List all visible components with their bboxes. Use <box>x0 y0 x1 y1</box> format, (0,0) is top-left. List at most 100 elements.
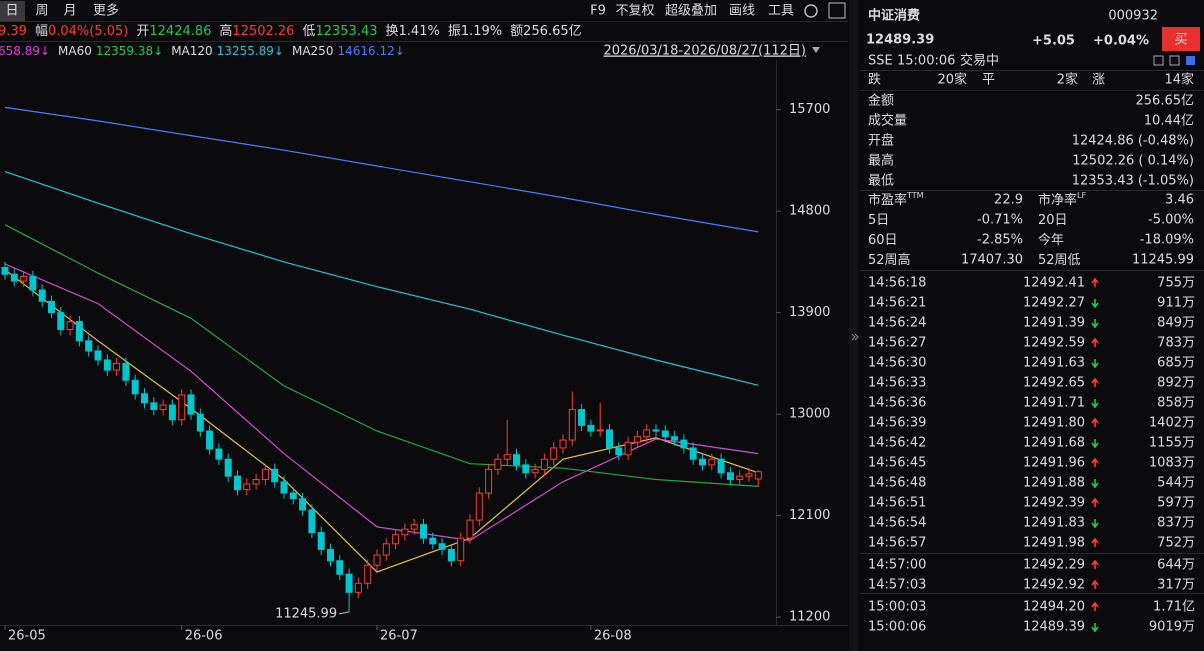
trade-arrow <box>1091 417 1099 427</box>
trade-time: 14:56:24 <box>868 316 926 331</box>
index-name: 中证消费 <box>868 8 920 24</box>
y-tick-label: 15700 <box>789 102 830 117</box>
trade-time: 14:56:54 <box>868 516 926 531</box>
collapse-icon[interactable] <box>854 333 859 341</box>
tool-button[interactable]: 工具 <box>768 4 794 19</box>
edit-icon[interactable] <box>1153 55 1164 66</box>
quote-partial: 9.39 <box>0 24 27 39</box>
candle-body <box>206 430 214 450</box>
stat-label-text: 市盈率 <box>868 192 907 208</box>
buy-button[interactable] <box>1162 27 1200 51</box>
trade-price: 12491.71 <box>1023 396 1085 411</box>
quote-bar: 9.39 幅0.04%(5.05) 开12424.86 高12502.26 低12353… <box>0 23 582 39</box>
trade-time: 14:56:57 <box>868 536 926 551</box>
candle-body <box>141 393 148 404</box>
change-pct: +0.04% <box>1093 34 1149 49</box>
candle-body <box>187 394 195 415</box>
candle-body <box>485 468 493 494</box>
trade-price: 12491.63 <box>1023 356 1085 371</box>
candle-body <box>20 276 28 282</box>
stat-label: 金额 <box>868 93 894 109</box>
candle-body <box>252 479 260 485</box>
trade-volume: 1.71亿 <box>1153 600 1195 615</box>
collapse-icon[interactable] <box>851 333 856 341</box>
tool-button[interactable]: 画线 <box>729 4 755 19</box>
settings-icon[interactable] <box>804 4 818 18</box>
period-selected <box>0 1 25 21</box>
min-marker-line <box>339 611 350 615</box>
candle-body <box>550 447 558 460</box>
trade-arrow <box>1091 337 1099 347</box>
candle-body <box>578 409 586 426</box>
panel-splitter[interactable] <box>849 0 858 651</box>
quote-label: 低 <box>302 24 315 39</box>
add-icon[interactable] <box>1186 56 1195 65</box>
stat-value: 12353.43 (-1.05%) <box>1072 174 1194 189</box>
trade-time: 14:57:03 <box>868 578 926 593</box>
stat-label: 52周低 <box>1038 253 1081 268</box>
period-tab[interactable]: 周 <box>35 4 48 19</box>
trade-price: 12492.65 <box>1023 376 1085 391</box>
stat-label: 市净率LF <box>1038 191 1086 208</box>
candle-body <box>382 543 390 556</box>
candle-body <box>10 273 18 282</box>
tool-button[interactable]: F9 <box>590 4 606 19</box>
ma-label: MA250 <box>292 44 333 58</box>
buy-label[interactable]: 买 <box>1174 33 1187 48</box>
candle-body <box>336 560 344 575</box>
candle-body <box>345 573 353 593</box>
candle-body <box>680 439 688 449</box>
period-tab[interactable]: 日 <box>5 4 18 19</box>
candle-body <box>429 537 437 545</box>
candle-body <box>596 429 604 432</box>
trade-time: 14:56:21 <box>868 296 926 311</box>
trade-arrow <box>1091 359 1099 369</box>
window-icon[interactable] <box>1169 55 1180 66</box>
trade-arrow <box>1091 319 1099 329</box>
date-range[interactable]: 2026/03/18-2026/08/27(112日) <box>603 44 806 59</box>
ma-line <box>4 171 759 386</box>
trade-time: 15:00:03 <box>868 600 926 615</box>
candle-body <box>503 454 511 460</box>
stat-value: 12424.86 (-0.48%) <box>1072 134 1194 149</box>
candle-body <box>671 436 679 441</box>
stat-label-text: 20日 <box>1038 213 1068 228</box>
candle-body <box>354 582 362 593</box>
stat-label-text: 市净率 <box>1038 192 1077 208</box>
trade-price: 12492.41 <box>1023 276 1085 291</box>
trade-volume: 544万 <box>1157 476 1195 491</box>
tool-button[interactable]: 不复权 <box>615 3 654 19</box>
candle-body <box>122 362 130 381</box>
trade-arrow <box>1091 559 1099 569</box>
candle-body <box>85 340 93 352</box>
tool-button[interactable]: 超级叠加 <box>665 4 717 19</box>
trade-volume: 1155万 <box>1149 436 1195 451</box>
stat-label: 成交量 <box>868 113 907 129</box>
breadth-value: 20家 <box>937 72 967 88</box>
trade-price: 12491.83 <box>1023 516 1085 531</box>
trade-time: 14:56:42 <box>868 436 926 451</box>
trade-time: 14:56:39 <box>868 416 926 431</box>
breadth-label: 涨 <box>1092 73 1105 88</box>
stat-value: -5.00% <box>1148 213 1194 228</box>
y-tick-label: 12100 <box>789 508 830 523</box>
trade-price: 12491.88 <box>1023 476 1085 491</box>
wp-icon[interactable] <box>828 2 846 19</box>
ma-value: 12359.38↓ <box>96 44 163 58</box>
trade-volume: 685万 <box>1157 356 1195 371</box>
candle-body <box>373 554 381 566</box>
ma-partial: 658.89↓ <box>0 44 50 58</box>
candle-body <box>466 519 474 539</box>
candle-body <box>327 548 334 562</box>
candle-body <box>215 448 223 460</box>
stat-value: -18.09% <box>1140 233 1194 248</box>
dropdown-icon[interactable] <box>812 47 820 53</box>
period-tab[interactable]: 月 <box>63 4 76 19</box>
candle-body <box>243 483 251 491</box>
stat-label-sup: TTM <box>906 191 924 200</box>
candle-body <box>522 464 530 474</box>
candle-body <box>66 321 74 331</box>
x-tick-label: 26-07 <box>380 629 418 644</box>
period-tab[interactable]: 更多 <box>93 3 119 19</box>
trade-price: 12489.39 <box>1023 620 1085 635</box>
